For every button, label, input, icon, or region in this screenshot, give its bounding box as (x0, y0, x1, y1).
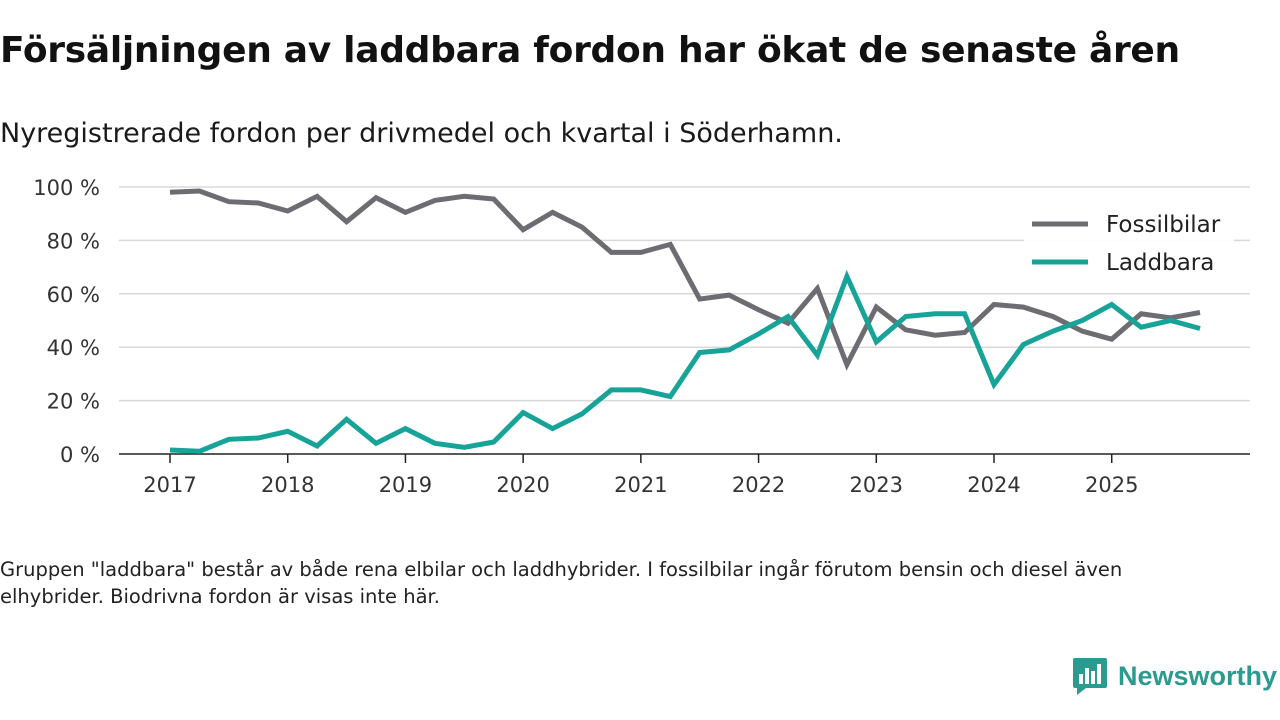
series-lines (169, 188, 1201, 454)
x-tick-label: 2025 (1085, 473, 1138, 497)
legend-label-laddbara: Laddbara (1106, 250, 1214, 276)
newsworthy-logo-icon (1073, 658, 1107, 695)
y-axis-ticks: 0 % 20 % 40 % 60 % 80 % 100 % (33, 176, 100, 467)
footnote: Gruppen "laddbara" består av både rena e… (0, 558, 1123, 608)
y-tick-label: 80 % (47, 229, 100, 253)
y-tick-label: 40 % (47, 336, 100, 360)
chart-title: Försäljningen av laddbara fordon har öka… (0, 30, 1180, 71)
newsworthy-logo-text: Newsworthy (1118, 660, 1278, 691)
x-tick-label: 2023 (850, 473, 903, 497)
x-tick-label: 2018 (261, 473, 314, 497)
legend: Fossilbilar Laddbara (1024, 204, 1234, 284)
series-line-laddbara (169, 269, 1201, 454)
x-tick-label: 2017 (143, 473, 196, 497)
x-tick-label: 2019 (379, 473, 432, 497)
x-axis: 2017 2018 2019 2020 2021 2022 2023 2024 2025 (119, 453, 1250, 497)
series-line-fossilbilar (169, 188, 1201, 371)
line-chart: 0 % 20 % 40 % 60 % 80 % 100 % 2017 2018 2019 202… (33, 176, 1250, 497)
chart-subtitle: Nyregistrerade fordon per drivmedel och … (0, 118, 843, 149)
y-tick-label: 100 % (33, 176, 100, 200)
newsworthy-logo[interactable]: Newsworthy (1072, 656, 1277, 696)
x-tick-label: 2022 (732, 473, 785, 497)
legend-label-fossilbilar: Fossilbilar (1106, 212, 1221, 238)
y-tick-label: 0 % (60, 443, 100, 467)
x-tick-label: 2021 (614, 473, 667, 497)
y-tick-label: 60 % (47, 283, 100, 307)
legend-background (1024, 204, 1234, 284)
y-tick-label: 20 % (47, 390, 100, 414)
x-tick-label: 2024 (967, 473, 1020, 497)
x-tick-label: 2020 (496, 473, 549, 497)
